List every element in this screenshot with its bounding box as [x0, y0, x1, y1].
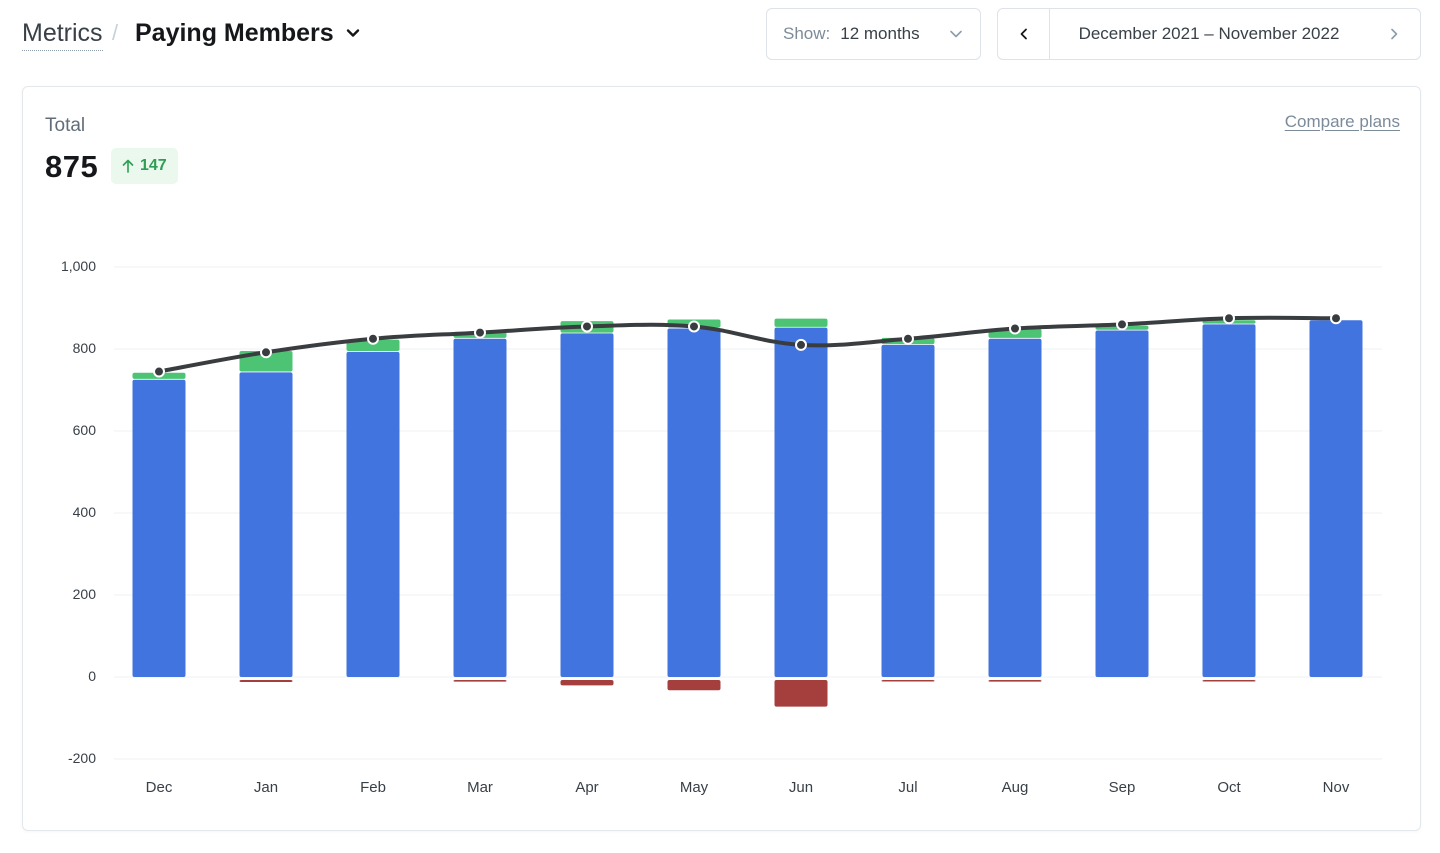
bar-cancelled: [560, 680, 614, 686]
y-tick-label: 0: [88, 668, 96, 684]
bar-cancelled: [239, 680, 293, 683]
total-point: [367, 332, 379, 345]
total-point: [795, 338, 807, 351]
total-point: [153, 365, 165, 378]
period-select[interactable]: Show: 12 months: [766, 8, 981, 60]
date-range-picker: December 2021 – November 2022: [997, 8, 1421, 60]
total-point: [688, 320, 700, 333]
metric-card: Total 875 147 Compare plans: [22, 86, 1421, 831]
total-point: [1330, 312, 1342, 325]
total-point: [474, 326, 486, 339]
chevron-right-icon: [1391, 28, 1398, 40]
bar-cancelled: [1202, 680, 1256, 682]
delta-value: 147: [140, 157, 167, 174]
compare-plans-link[interactable]: Compare plans: [1284, 112, 1400, 131]
total-point: [1009, 322, 1021, 335]
x-tick-label: Jun: [789, 779, 813, 796]
bar-cancelled: [453, 680, 507, 682]
x-tick-label: Jan: [254, 779, 278, 796]
bar-cancelled: [667, 680, 721, 691]
top-bar: Metrics / Paying Members Show: 12 months…: [0, 0, 1440, 70]
chevron-down-icon: [346, 29, 359, 37]
x-tick-label: Oct: [1217, 779, 1241, 796]
period-select-label: Show:: [783, 24, 831, 43]
bar-base: [239, 372, 293, 677]
total-value: 875: [45, 149, 99, 184]
x-tick-label: Mar: [467, 779, 493, 796]
x-tick-label: Sep: [1109, 779, 1136, 796]
x-tick-label: Jul: [898, 779, 917, 796]
total-point: [1223, 312, 1235, 325]
bar-base: [453, 338, 507, 677]
total-label: Total: [45, 115, 86, 136]
y-tick-label: 200: [73, 586, 97, 602]
bar-base: [774, 327, 828, 677]
bar-cancelled: [881, 680, 935, 682]
bar-base: [1095, 330, 1149, 677]
x-tick-label: May: [680, 779, 709, 796]
breadcrumb-separator: /: [112, 20, 119, 45]
arrow-up-icon: [122, 159, 134, 173]
total-line: [157, 315, 1338, 374]
total-point: [581, 320, 593, 333]
x-tick-label: Aug: [1002, 779, 1029, 796]
bar-base: [667, 328, 721, 677]
bar-cancelled: [774, 680, 828, 707]
x-tick-label: Nov: [1323, 779, 1350, 796]
y-tick-label: 1,000: [61, 258, 96, 274]
bar-new: [774, 318, 828, 327]
metric-selector[interactable]: Paying Members: [135, 18, 362, 48]
y-tick-label: -200: [68, 750, 96, 766]
chevron-down-icon: [950, 30, 962, 38]
next-period-button[interactable]: [1368, 9, 1420, 59]
x-tick-label: Dec: [146, 779, 173, 796]
delta-badge: 147: [111, 148, 178, 184]
x-tick-label: Apr: [575, 779, 598, 796]
y-tick-label: 600: [73, 422, 97, 438]
breadcrumb-metrics-link[interactable]: Metrics: [22, 18, 103, 51]
bar-cancelled: [988, 680, 1042, 682]
bar-base: [881, 344, 935, 677]
bar-base: [346, 351, 400, 677]
bar-base: [132, 379, 186, 677]
bar-base: [1202, 324, 1256, 677]
chevron-left-icon: [1020, 28, 1027, 40]
total-point: [1116, 318, 1128, 331]
page-title: Paying Members: [135, 19, 334, 47]
period-select-value: 12 months: [840, 24, 920, 43]
y-tick-label: 400: [73, 504, 97, 520]
bar-new: [346, 339, 400, 352]
total-point: [902, 332, 914, 345]
x-tick-label: Feb: [360, 779, 386, 796]
bar-base: [1309, 320, 1363, 677]
total-point: [260, 346, 272, 359]
bar-base: [988, 338, 1042, 677]
y-tick-label: 800: [73, 340, 97, 356]
date-range-text: December 2021 – November 2022: [1078, 24, 1340, 43]
previous-period-button[interactable]: [998, 9, 1050, 59]
bar-base: [560, 333, 614, 677]
